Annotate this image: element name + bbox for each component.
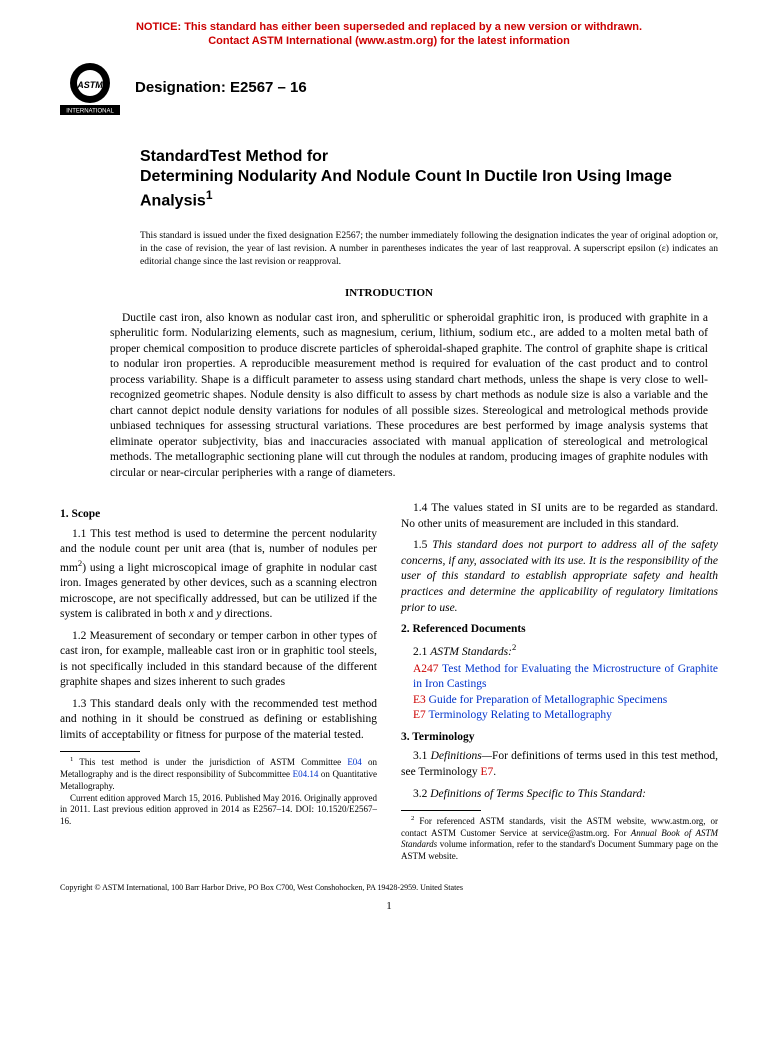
footnote-2: 2 For referenced ASTM standards, visit t… [401, 815, 718, 863]
astm-logo-icon: ASTM INTERNATIONAL [60, 59, 120, 117]
para-1-4: 1.4 The values stated in SI units are to… [401, 501, 718, 532]
ref-a247[interactable]: A247 Test Method for Evaluating the Micr… [413, 662, 718, 693]
footnote-divider-right [401, 810, 481, 811]
footnote-divider [60, 751, 140, 752]
notice-line2: Contact ASTM International (www.astm.org… [208, 35, 570, 47]
header-row: ASTM INTERNATIONAL Designation: E2567 – … [60, 59, 718, 117]
terminology-heading: 3. Terminology [401, 730, 718, 746]
para-2-1: 2.1 ASTM Standards:2 [401, 642, 718, 660]
para-3-1: 3.1 Definitions—For definitions of terms… [401, 749, 718, 780]
para-3-2: 3.2 Definitions of Terms Specific to Thi… [401, 787, 718, 803]
references-heading: 2. Referenced Documents [401, 622, 718, 638]
committee-link[interactable]: E04 [347, 757, 362, 767]
title-line2: Determining Nodularity And Nodule Count … [140, 167, 718, 212]
page-container: NOTICE: This standard has either been su… [0, 0, 778, 942]
intro-heading: INTRODUCTION [60, 287, 718, 299]
designation: Designation: E2567 – 16 [135, 79, 307, 96]
right-column: 1.4 The values stated in SI units are to… [401, 501, 718, 862]
page-number: 1 [60, 900, 718, 912]
left-column: 1. Scope 1.1 This test method is used to… [60, 501, 377, 862]
title-line1: StandardTest Method for [140, 147, 718, 168]
intro-text: Ductile cast iron, also known as nodular… [110, 311, 708, 482]
copyright-line: Copyright © ASTM International, 100 Barr… [60, 883, 718, 892]
para-1-2: 1.2 Measurement of secondary or temper c… [60, 629, 377, 691]
para-1-3: 1.3 This standard deals only with the re… [60, 697, 377, 744]
title-block: StandardTest Method for Determining Nodu… [140, 147, 718, 213]
ref-e7[interactable]: E7 Terminology Relating to Metallography [413, 708, 718, 724]
para-1-1: 1.1 This test method is used to determin… [60, 527, 377, 623]
notice-banner: NOTICE: This standard has either been su… [60, 20, 718, 49]
para-1-5: 1.5 This standard does not purport to ad… [401, 538, 718, 616]
svg-text:INTERNATIONAL: INTERNATIONAL [66, 108, 114, 114]
two-column-body: 1. Scope 1.1 This test method is used to… [60, 501, 718, 862]
ref-e3[interactable]: E3 Guide for Preparation of Metallograph… [413, 693, 718, 709]
svg-text:ASTM: ASTM [76, 80, 103, 90]
footnote-1b: Current edition approved March 15, 2016.… [60, 793, 377, 828]
terminology-link[interactable]: E7 [480, 766, 493, 778]
footnote-1: 1 This test method is under the jurisdic… [60, 756, 377, 792]
notice-line1: NOTICE: This standard has either been su… [136, 21, 642, 33]
scope-heading: 1. Scope [60, 507, 377, 523]
subcommittee-link[interactable]: E04.14 [293, 769, 319, 779]
issuance-note: This standard is issued under the fixed … [140, 230, 718, 268]
